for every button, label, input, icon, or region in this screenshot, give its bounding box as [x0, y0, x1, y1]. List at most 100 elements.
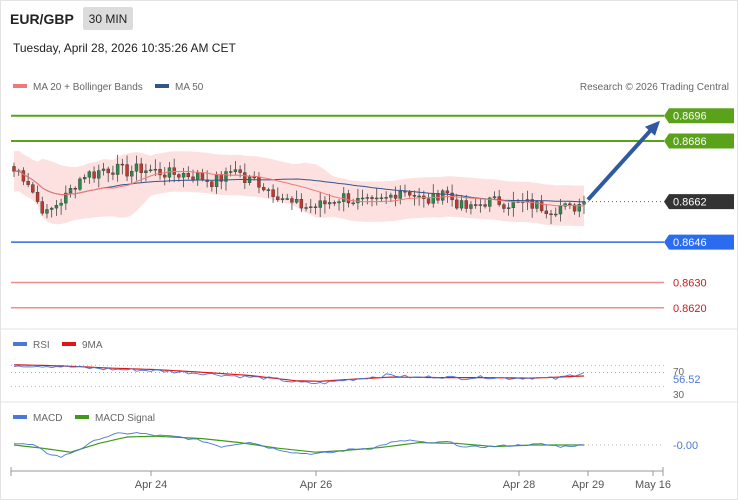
candle-body	[261, 187, 266, 191]
candle	[299, 193, 304, 212]
candle-body	[351, 202, 355, 205]
candle	[398, 185, 402, 205]
x-tick-label: Apr 29	[572, 479, 604, 491]
candle	[417, 188, 421, 206]
candle-body	[233, 169, 238, 172]
copyright-label: Research © 2026 Trading Central	[580, 82, 729, 93]
x-tick-label: May 16	[635, 479, 671, 491]
candle-body	[125, 164, 129, 177]
candle	[323, 196, 327, 214]
candle-body	[530, 199, 534, 209]
candle	[266, 187, 271, 198]
candle-body	[271, 189, 275, 197]
candle	[337, 199, 341, 211]
candle	[148, 164, 153, 173]
candle-body	[64, 192, 68, 204]
candle-body	[228, 171, 233, 173]
level-label-0.8620: 0.8620	[673, 303, 707, 315]
candle	[554, 207, 558, 218]
chart-datetime: Tuesday, April 28, 2026 10:35:26 AM CET	[13, 41, 236, 55]
candle-body	[115, 163, 120, 175]
candle	[483, 198, 487, 209]
candle-body	[238, 169, 242, 173]
candle	[224, 167, 228, 191]
candle	[351, 198, 355, 206]
candle	[304, 203, 308, 212]
candle-body	[332, 202, 337, 204]
candle	[26, 172, 30, 188]
candle-body	[148, 169, 153, 172]
candle	[233, 161, 238, 175]
candle	[389, 192, 393, 203]
candle	[276, 187, 280, 202]
candle	[49, 206, 54, 218]
candle-body	[200, 172, 205, 181]
candle-body	[469, 204, 473, 209]
ma20-legend-swatch	[13, 84, 27, 88]
ma50-legend-label: MA 50	[175, 82, 204, 93]
x-tick-label: Apr 26	[300, 479, 332, 491]
candle-body	[554, 213, 558, 216]
candle-body	[243, 172, 247, 183]
candle	[549, 209, 553, 225]
rsi-ma-line	[13, 364, 585, 382]
candle-body	[426, 198, 431, 204]
candle	[327, 194, 332, 209]
forecast-arrow	[586, 120, 660, 201]
candle-body	[337, 201, 341, 204]
x-tick-label: Apr 24	[135, 479, 167, 491]
candle-body	[68, 188, 73, 194]
forecast-arrow-shaft	[586, 127, 654, 201]
level-tag-0.8662	[664, 194, 734, 210]
macd-signal-legend-swatch	[75, 415, 89, 419]
candle	[379, 193, 384, 203]
rsi-legend-swatch	[13, 342, 27, 346]
candle	[210, 180, 214, 192]
candle-body	[464, 200, 468, 209]
candle-body	[266, 189, 271, 191]
candle-body	[445, 190, 450, 194]
candle-body	[544, 210, 549, 215]
candle-body	[106, 168, 110, 174]
candle-body	[502, 204, 506, 209]
candle-body	[26, 181, 30, 185]
candle	[130, 165, 134, 184]
candle-body	[257, 176, 261, 188]
candle-body	[252, 176, 256, 179]
candle	[506, 202, 511, 216]
candle	[375, 188, 379, 206]
candle-body	[455, 199, 459, 209]
candle	[535, 200, 539, 213]
candle	[64, 185, 68, 211]
candle	[365, 193, 370, 205]
candle-body	[506, 207, 511, 209]
candle	[318, 191, 322, 218]
candle-body	[568, 203, 572, 206]
candle-body	[191, 176, 195, 181]
candle-body	[558, 206, 563, 215]
level-label-0.8646: 0.8646	[673, 237, 707, 249]
candle	[294, 190, 299, 204]
candle-body	[153, 168, 158, 171]
candle	[87, 170, 92, 184]
candle-body	[370, 197, 374, 199]
candle	[285, 193, 289, 201]
macd-signal-legend-label: MACD Signal	[95, 413, 155, 424]
candle	[271, 184, 275, 203]
candle-body	[181, 173, 186, 178]
candle-body	[59, 202, 63, 206]
candle-body	[158, 168, 162, 176]
candle-body	[398, 191, 402, 199]
candle-body	[45, 209, 49, 214]
price-level-labels: 0.8696 0.8686 0.8662 0.8646 0.8630 0.8620	[664, 108, 734, 315]
timeframe-badge[interactable]: 30 MIN	[83, 7, 133, 30]
candle-body	[276, 196, 280, 200]
level-tag-0.8696	[664, 108, 734, 124]
candle-body	[290, 198, 294, 203]
rsi-legend-label: RSI	[33, 340, 50, 351]
candle-body	[12, 166, 16, 172]
candle-body	[82, 177, 87, 180]
candle-body	[412, 194, 417, 197]
candle-body	[21, 170, 26, 182]
